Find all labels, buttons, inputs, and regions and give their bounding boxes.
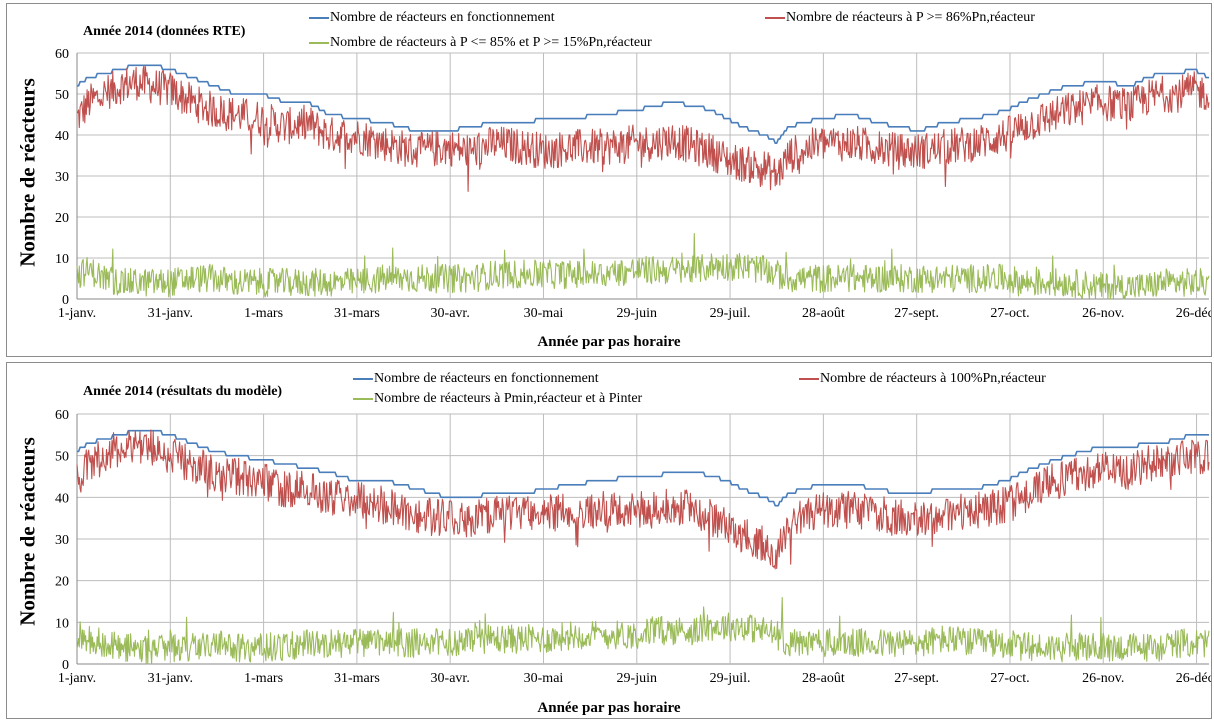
legend-item-full-power: Nombre de réacteurs à P >= 86%Pn,réacteu…: [765, 10, 1035, 26]
x-tick-label: 30-mai: [524, 671, 564, 686]
x-tick-label: 30-mai: [524, 306, 564, 321]
x-tick-label: 1-janv.: [58, 306, 96, 321]
x-tick-label: 27-sept.: [894, 306, 939, 321]
y-tick-label: 50: [55, 88, 69, 103]
series-line-full-power: [77, 430, 1209, 569]
legend-swatch-green: [353, 398, 373, 400]
x-tick-label: 1-mars: [244, 306, 283, 321]
legend-swatch-red: [765, 17, 785, 19]
x-tick-label: 31-mars: [334, 671, 380, 686]
legend-swatch-blue: [353, 378, 373, 380]
x-tick-label: 30-avr.: [431, 671, 470, 686]
y-tick-label: 10: [55, 616, 69, 631]
y-tick-label: 50: [55, 450, 69, 465]
y-axis-label: Nombre de réacteurs: [16, 427, 41, 637]
x-tick-label: 1-janv.: [58, 671, 96, 686]
x-tick-label: 31-janv.: [148, 306, 193, 321]
series-line-full-power: [77, 66, 1209, 191]
legend-label: Nombre de réacteurs à 100%Pn,réacteur: [820, 371, 1046, 387]
x-tick-label: 29-juin: [617, 671, 657, 686]
legend-swatch-green: [309, 42, 329, 44]
legend-swatch-red: [799, 378, 819, 380]
x-tick-label: 31-janv.: [148, 671, 193, 686]
chart-title: Année 2014 (résultats du modèle): [83, 384, 282, 400]
x-tick-label: 28-août: [802, 671, 845, 686]
x-tick-label: 26-nov.: [1082, 306, 1124, 321]
series-line-partial-power: [77, 598, 1209, 665]
legend-label: Nombre de réacteurs en fonctionnement: [330, 10, 555, 26]
chart-title: Année 2014 (données RTE): [83, 24, 245, 40]
x-tick-label: 29-juin: [617, 306, 657, 321]
series-line-partial-power: [77, 234, 1209, 300]
x-tick-label: 29-juil.: [710, 671, 751, 686]
x-tick-label: 1-mars: [244, 671, 283, 686]
legend-label: Nombre de réacteurs à P <= 85% et P >= 1…: [330, 35, 652, 51]
y-tick-label: 40: [55, 129, 69, 144]
x-tick-label: 26-déc.: [1176, 671, 1211, 686]
x-tick-label: 27-oct.: [990, 306, 1029, 321]
x-tick-label: 31-mars: [334, 306, 380, 321]
legend-label: Nombre de réacteurs à Pmin,réacteur et à…: [374, 391, 642, 407]
chart-panel-top: 0 10 20 30 40 50 60 1-janv. 31-janv. 1-mars 31-mar…: [6, 3, 1212, 357]
x-tick-label: 28-août: [802, 306, 845, 321]
x-tick-label: 30-avr.: [431, 306, 470, 321]
legend-label: Nombre de réacteurs en fonctionnement: [374, 371, 599, 387]
y-tick-label: 10: [55, 252, 69, 267]
legend-swatch-blue: [309, 17, 329, 19]
y-tick-label: 60: [55, 408, 69, 423]
y-tick-label: 20: [55, 211, 69, 226]
x-axis-label: Année par pas horaire: [7, 334, 1211, 351]
y-tick-label: 20: [55, 575, 69, 590]
x-tick-label: 27-oct.: [990, 671, 1029, 686]
legend-item-full-power: Nombre de réacteurs à 100%Pn,réacteur: [799, 371, 1046, 387]
y-tick-label: 40: [55, 491, 69, 506]
y-tick-label: 30: [55, 533, 69, 548]
series-line-operating: [77, 431, 1209, 506]
x-tick-label: 26-déc.: [1176, 306, 1211, 321]
chart-panel-bottom: 0 10 20 30 40 50 60 1-janv. 31-janv. 1-mars 31-mar…: [6, 362, 1212, 719]
x-tick-label: 27-sept.: [894, 671, 939, 686]
y-tick-label: 30: [55, 170, 69, 185]
x-axis-label: Année par pas horaire: [7, 700, 1211, 717]
legend-item-partial-power: Nombre de réacteurs à P <= 85% et P >= 1…: [309, 35, 652, 51]
legend-item-operating: Nombre de réacteurs en fonctionnement: [353, 371, 599, 387]
y-tick-label: 60: [55, 47, 69, 62]
x-tick-label: 26-nov.: [1082, 671, 1124, 686]
legend-item-min-power: Nombre de réacteurs à Pmin,réacteur et à…: [353, 391, 642, 407]
legend-item-operating: Nombre de réacteurs en fonctionnement: [309, 10, 555, 26]
y-axis-label: Nombre de réacteurs: [16, 68, 41, 278]
legend-label: Nombre de réacteurs à P >= 86%Pn,réacteu…: [786, 10, 1035, 26]
x-tick-label: 29-juil.: [710, 306, 751, 321]
